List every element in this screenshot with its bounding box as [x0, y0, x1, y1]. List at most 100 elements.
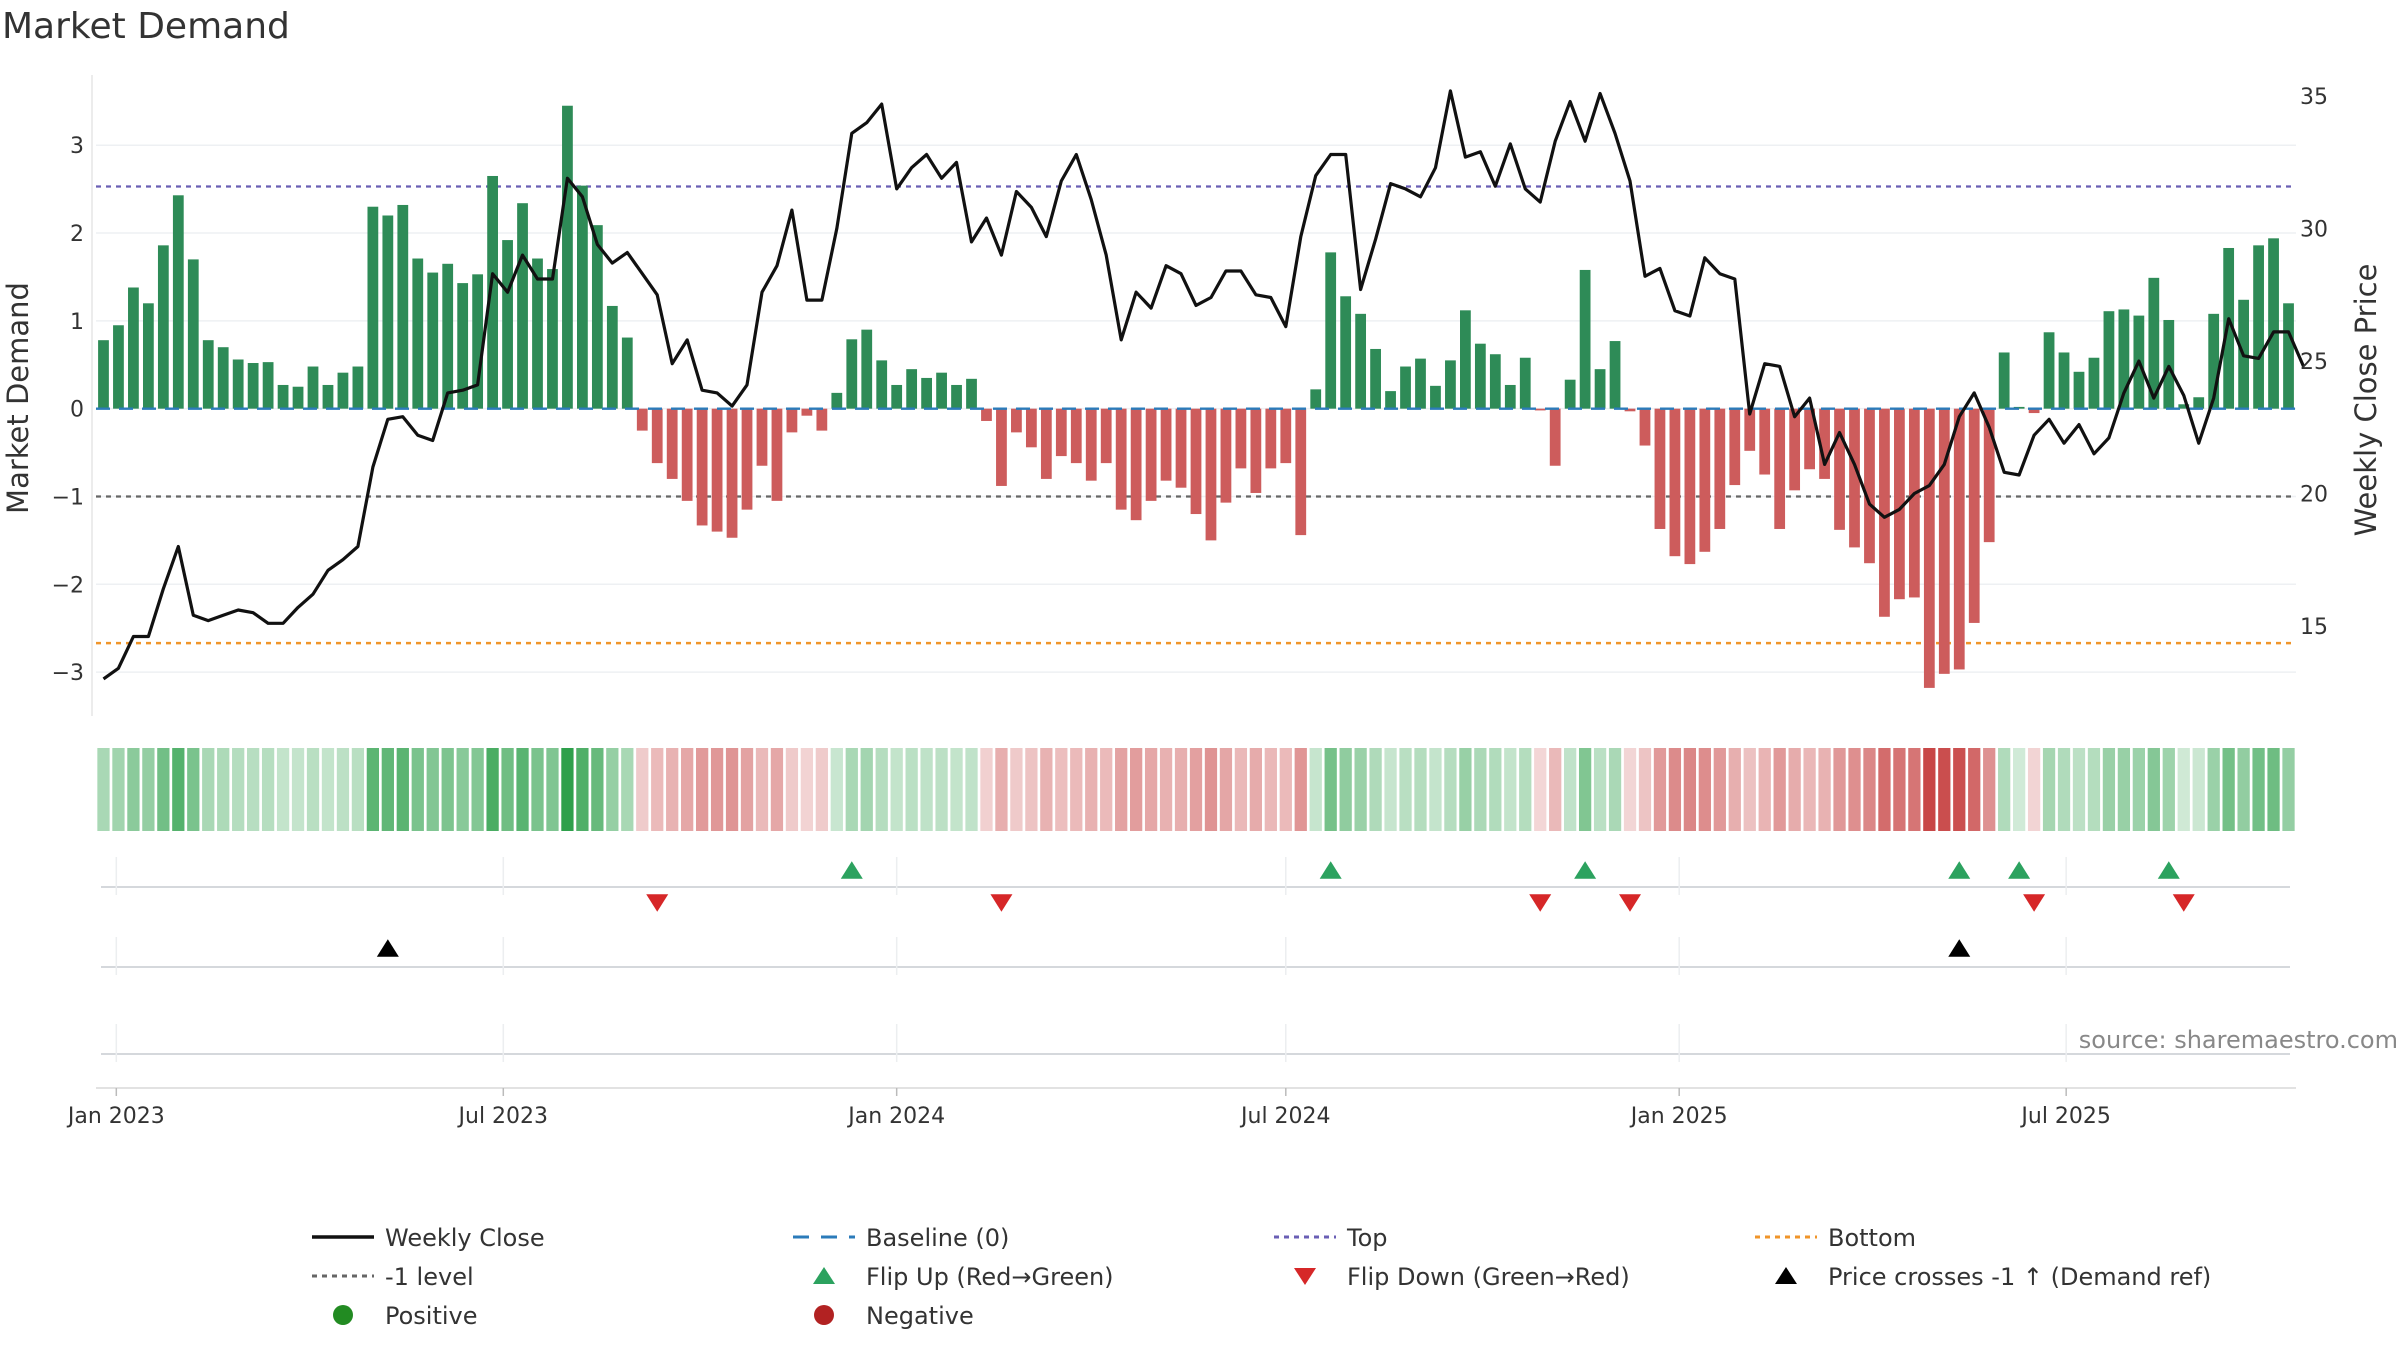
demand-bar: [2058, 352, 2070, 409]
heat-cell: [261, 748, 275, 831]
demand-bar: [786, 408, 798, 433]
demand-bar: [1594, 369, 1606, 409]
demand-bar: [1100, 408, 1112, 464]
demand-bar: [517, 203, 528, 409]
demand-bar: [666, 408, 678, 479]
left-tick-label: 1: [70, 310, 84, 335]
heat-cell: [202, 748, 215, 831]
demand-bar: [532, 258, 543, 409]
demand-bar: [966, 378, 977, 409]
heat-cell: [157, 748, 170, 831]
demand-bar: [801, 408, 813, 416]
heat-cell: [1803, 748, 1816, 831]
heat-cell: [1653, 748, 1667, 831]
heat-cell: [1878, 748, 1891, 831]
heat-cell: [576, 748, 589, 831]
demand-bar: [1145, 408, 1157, 501]
heat-cell: [830, 748, 843, 831]
demand-bar: [1115, 408, 1127, 510]
heat-cell: [1848, 748, 1861, 831]
demand-bar: [1834, 408, 1845, 530]
heat-cell: [1713, 748, 1726, 831]
left-tick-label: −3: [52, 661, 84, 686]
heat-cell: [1414, 748, 1427, 831]
heat-cell: [1519, 748, 1532, 831]
heat-cell: [1593, 748, 1607, 831]
right-axis-ticks: 35 30 25 20 15: [2300, 85, 2328, 640]
heat-cell: [441, 748, 454, 831]
heat-cell: [1130, 748, 1143, 831]
demand-bar: [2148, 277, 2160, 409]
demand-bar: [1295, 408, 1307, 536]
price-series: [102, 89, 2305, 681]
demand-bars: [96, 105, 2296, 688]
demand-bar: [1175, 408, 1187, 488]
left-tick-label: −1: [52, 485, 84, 510]
demand-bar: [2103, 311, 2115, 409]
heat-cell: [1444, 748, 1457, 831]
heat-cell: [681, 748, 694, 831]
heat-cell: [636, 748, 649, 831]
demand-bar: [1609, 341, 1621, 409]
price-cross-marker: [1948, 939, 1971, 957]
demand-bar: [157, 245, 169, 409]
legend-marker-triangle-down: [1294, 1268, 1316, 1285]
heat-cell: [142, 748, 155, 831]
demand-bar: [1400, 366, 1411, 409]
x-tick-label: Jan 2025: [1629, 1104, 1728, 1129]
demand-bar: [621, 337, 633, 409]
legend-label: Weekly Close: [385, 1224, 545, 1252]
demand-bar: [2193, 397, 2205, 409]
demand-bar: [1085, 408, 1097, 481]
heat-cell: [2192, 748, 2205, 831]
heat-cell: [1818, 748, 1831, 831]
heat-cell: [935, 748, 948, 831]
demand-bar: [1205, 408, 1217, 541]
heat-cell: [1728, 748, 1741, 831]
heat-cell: [97, 748, 110, 831]
heat-cell: [1234, 748, 1248, 831]
heat-cell: [1249, 748, 1262, 831]
x-tick-label: Jul 2025: [2019, 1104, 2111, 1129]
demand-bar: [187, 259, 199, 409]
demand-bar: [1549, 408, 1561, 466]
heat-cell: [1429, 748, 1442, 831]
heat-cell: [381, 748, 394, 831]
heat-cell: [1923, 748, 1936, 831]
heat-cell: [2252, 748, 2265, 831]
demand-bar: [1819, 408, 1830, 479]
demand-bar: [1849, 408, 1860, 548]
demand-bar: [711, 408, 723, 532]
heat-cell: [1219, 748, 1233, 831]
heat-cell: [845, 748, 858, 831]
demand-bar: [1489, 354, 1501, 409]
flip-down-marker: [1619, 894, 1642, 912]
heat-cell: [1339, 748, 1352, 831]
heat-cell: [2237, 748, 2250, 831]
demand-bar: [2163, 319, 2175, 409]
demand-bar: [142, 303, 154, 409]
heat-cell: [1578, 748, 1592, 831]
heat-cell: [351, 748, 365, 831]
heat-cell: [995, 748, 1008, 831]
legend-marker-circle: [814, 1305, 834, 1325]
demand-bar: [2028, 408, 2040, 414]
demand-bar: [2253, 245, 2264, 409]
heat-cell: [2267, 748, 2280, 831]
heat-cell: [291, 748, 305, 831]
demand-bar: [2283, 303, 2294, 409]
heat-cell: [501, 748, 514, 831]
demand-bar: [1355, 313, 1367, 409]
x-tick-label: Jan 2024: [846, 1104, 945, 1129]
heat-cell: [1279, 748, 1292, 831]
heat-cell: [1324, 748, 1337, 831]
flip-up-marker: [840, 861, 863, 879]
x-tick-label: Jul 2023: [457, 1104, 549, 1129]
event-markers: [96, 857, 2296, 1089]
demand-bar: [846, 339, 858, 409]
heat-cell: [860, 748, 873, 831]
heat-cell: [2027, 748, 2041, 831]
heat-cell: [1399, 748, 1412, 831]
heat-cell: [1608, 748, 1622, 831]
legend-marker-circle: [333, 1305, 353, 1325]
